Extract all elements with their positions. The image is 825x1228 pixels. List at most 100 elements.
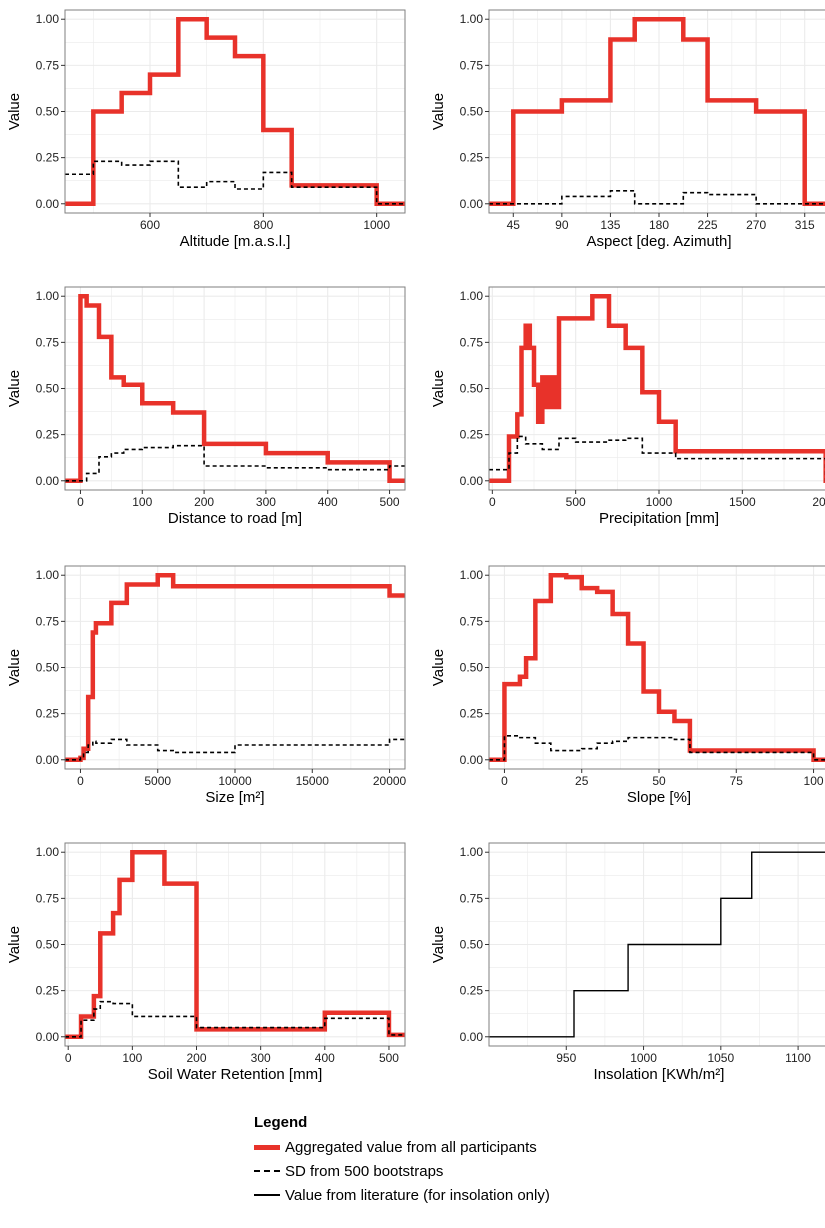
- series-sd: [489, 734, 825, 761]
- x-tick-label: 500: [379, 1051, 399, 1065]
- x-tick-label: 400: [315, 1051, 335, 1065]
- y-tick-label: 0.00: [460, 197, 484, 211]
- y-tick-label: 0.00: [460, 753, 484, 767]
- y-tick-label: 1.00: [36, 12, 60, 26]
- y-tick-label: 0.50: [460, 938, 484, 952]
- y-axis-label: Value: [6, 649, 23, 686]
- x-axis-label: Insolation [KWh/m²]: [594, 1066, 725, 1083]
- x-tick-label: 400: [318, 495, 338, 509]
- series-aggregated: [65, 849, 405, 1040]
- x-tick-label: 45: [507, 218, 521, 232]
- x-tick-label: 75: [730, 774, 744, 788]
- legend-title: Legend: [254, 1114, 308, 1131]
- y-tick-label: 1.00: [36, 845, 60, 859]
- y-tick-label: 1.00: [460, 845, 484, 859]
- x-tick-label: 20000: [373, 774, 407, 788]
- x-tick-label: 1100: [785, 1051, 811, 1065]
- y-tick-label: 0.25: [460, 151, 484, 165]
- x-axis-label: Soil Water Retention [mm]: [148, 1066, 323, 1083]
- y-tick-label: 0.50: [460, 105, 484, 119]
- x-tick-label: 200: [186, 1051, 206, 1065]
- series-aggregated: [489, 293, 825, 484]
- y-tick-label: 0.50: [36, 382, 60, 396]
- chart-panel-5: 0 25 50 75 100 0.00 0.25 0.50 0.75 1.00 Slope [%] V…: [430, 565, 825, 806]
- legend-label-aggregated: Aggregated value from all participants: [285, 1138, 537, 1156]
- x-tick-label: 100: [122, 1051, 142, 1065]
- x-tick-label: 500: [380, 495, 400, 509]
- y-tick-label: 0.75: [36, 58, 60, 72]
- x-tick-label: 135: [600, 218, 620, 232]
- x-tick-label: 100: [132, 495, 152, 509]
- x-tick-label: 0: [501, 774, 508, 788]
- y-tick-label: 0.25: [36, 151, 60, 165]
- series-sd: [489, 190, 825, 205]
- legend: Legend Aggregated value from all partici…: [254, 1114, 550, 1207]
- x-tick-label: 600: [140, 218, 160, 232]
- y-tick-label: 0.75: [36, 614, 60, 628]
- x-tick-label: 0: [65, 1051, 72, 1065]
- x-tick-label: 180: [649, 218, 669, 232]
- x-tick-label: 0: [489, 495, 496, 509]
- y-tick-label: 0.50: [460, 382, 484, 396]
- y-tick-label: 0.50: [36, 661, 60, 675]
- x-tick-label: 15000: [296, 774, 330, 788]
- x-tick-label: 100: [804, 774, 824, 788]
- series-sd: [65, 444, 405, 482]
- chart-panel-3: 0 500 1000 1500 2000 0.00 0.25 0.50 0.75 1.00 Prec…: [430, 286, 825, 527]
- y-axis-label: Value: [430, 649, 447, 686]
- x-tick-label: 25: [575, 774, 589, 788]
- grid: [489, 566, 825, 769]
- series-sd: [489, 435, 825, 482]
- x-tick-label: 800: [253, 218, 273, 232]
- x-axis-label: Distance to road [m]: [168, 510, 302, 527]
- x-tick-label: 225: [698, 218, 718, 232]
- x-tick-label: 270: [746, 218, 766, 232]
- series-aggregated: [489, 572, 825, 763]
- y-tick-label: 0.00: [460, 474, 484, 488]
- y-axis-label: Value: [430, 93, 447, 130]
- series-sd: [65, 160, 405, 205]
- x-tick-label: 315: [795, 218, 815, 232]
- y-axis-label: Value: [6, 926, 23, 963]
- legend-item-sd: SD from 500 bootstraps: [254, 1159, 550, 1183]
- series-aggregated: [489, 16, 825, 207]
- x-tick-label: 1500: [729, 495, 756, 509]
- y-tick-label: 0.25: [36, 707, 60, 721]
- y-tick-label: 1.00: [460, 568, 484, 582]
- y-tick-label: 0.75: [460, 614, 484, 628]
- x-tick-label: 2000: [812, 495, 825, 509]
- series-aggregated: [65, 16, 405, 207]
- x-tick-label: 90: [555, 218, 569, 232]
- y-tick-label: 0.25: [460, 984, 484, 998]
- x-axis-label: Altitude [m.a.s.l.]: [180, 233, 291, 250]
- x-tick-label: 200: [194, 495, 214, 509]
- y-tick-label: 1.00: [36, 568, 60, 582]
- x-tick-label: 10000: [218, 774, 252, 788]
- y-tick-label: 0.75: [460, 58, 484, 72]
- y-tick-label: 0.25: [36, 984, 60, 998]
- y-tick-label: 1.00: [36, 289, 60, 303]
- x-tick-label: 1000: [363, 218, 390, 232]
- series-literature: [489, 851, 825, 1038]
- grid: [65, 843, 405, 1046]
- y-axis-label: Value: [430, 370, 447, 407]
- x-axis-label: Precipitation [mm]: [599, 510, 719, 527]
- x-tick-label: 5000: [144, 774, 171, 788]
- x-tick-label: 1000: [646, 495, 673, 509]
- y-tick-label: 1.00: [460, 12, 484, 26]
- chart-panel-4: 0 5000 10000 15000 20000 0.00 0.25 0.50 0.75 1.00…: [6, 565, 407, 806]
- y-tick-label: 0.75: [460, 891, 484, 905]
- x-tick-label: 1000: [630, 1051, 657, 1065]
- y-tick-label: 0.25: [460, 428, 484, 442]
- x-tick-label: 1050: [707, 1051, 734, 1065]
- y-axis-label: Value: [6, 93, 23, 130]
- legend-label-sd: SD from 500 bootstraps: [285, 1162, 444, 1180]
- legend-key-red-icon: [254, 1141, 280, 1153]
- x-tick-label: 300: [251, 1051, 271, 1065]
- x-tick-label: 50: [652, 774, 666, 788]
- legend-item-aggregated: Aggregated value from all participants: [254, 1135, 550, 1159]
- y-tick-label: 0.50: [460, 661, 484, 675]
- legend-key-dashed-icon: [254, 1165, 280, 1177]
- legend-item-literature: Value from literature (for insolation on…: [254, 1183, 550, 1207]
